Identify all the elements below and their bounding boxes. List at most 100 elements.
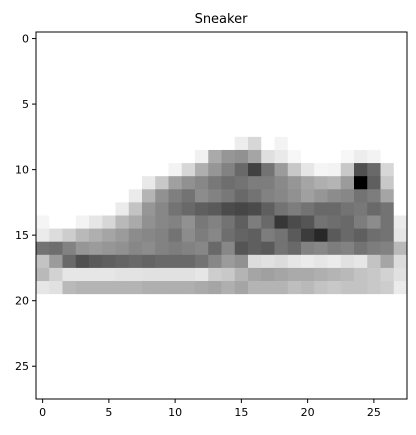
pixel-cell bbox=[208, 84, 222, 98]
pixel-cell bbox=[393, 307, 408, 321]
pixel-cell bbox=[62, 176, 77, 190]
pixel-cell bbox=[115, 372, 130, 387]
pixel-cell bbox=[234, 241, 249, 256]
pixel-cell bbox=[314, 149, 328, 164]
pixel-cell bbox=[248, 110, 262, 125]
pixel-cell bbox=[393, 45, 408, 59]
pixel-cell bbox=[128, 149, 143, 164]
pixel-cell bbox=[340, 202, 355, 216]
pixel-cell bbox=[393, 294, 408, 308]
pixel-cell bbox=[75, 215, 90, 230]
pixel-cell bbox=[380, 202, 395, 216]
pixel-cell bbox=[102, 346, 116, 361]
pixel-cell bbox=[115, 176, 130, 190]
pixel-cell bbox=[327, 215, 342, 230]
pixel-cell bbox=[380, 110, 395, 125]
pixel-cell bbox=[181, 189, 196, 203]
pixel-cell bbox=[142, 176, 156, 190]
pixel-cell bbox=[155, 71, 169, 85]
pixel-cell bbox=[340, 294, 355, 308]
pixel-cell bbox=[128, 333, 143, 347]
pixel-cell bbox=[248, 267, 262, 282]
pixel-cell bbox=[75, 84, 90, 98]
pixel-cell bbox=[287, 110, 302, 125]
pixel-cell bbox=[89, 32, 103, 46]
pixel-cell bbox=[208, 385, 222, 400]
pixel-cell bbox=[314, 189, 328, 203]
pixel-cell bbox=[221, 241, 236, 256]
pixel-cell bbox=[354, 346, 368, 361]
pixel-cell bbox=[181, 228, 196, 243]
pixel-cell bbox=[248, 359, 262, 374]
pixel-cell bbox=[234, 163, 249, 177]
pixel-cell bbox=[340, 149, 355, 164]
pixel-cell bbox=[128, 163, 143, 177]
pixel-cell bbox=[181, 241, 196, 256]
pixel-cell bbox=[128, 372, 143, 387]
pixel-cell bbox=[195, 163, 209, 177]
pixel-cell bbox=[89, 45, 103, 59]
pixel-cell bbox=[155, 281, 169, 295]
pixel-cell bbox=[301, 189, 315, 203]
pixel-cell bbox=[181, 136, 196, 151]
pixel-cell bbox=[221, 123, 236, 138]
pixel-cell bbox=[261, 359, 275, 374]
pixel-cell bbox=[195, 84, 209, 98]
pixel-cell bbox=[142, 32, 156, 46]
pixel-cell bbox=[314, 45, 328, 59]
pixel-cell bbox=[89, 228, 103, 243]
pixel-cell bbox=[261, 84, 275, 98]
pixel-cell bbox=[195, 333, 209, 347]
pixel-cell bbox=[380, 241, 395, 256]
pixel-cell bbox=[301, 385, 315, 400]
pixel-cell bbox=[340, 58, 355, 72]
pixel-cell bbox=[393, 267, 408, 282]
pixel-cell bbox=[155, 215, 169, 230]
pixel-cell bbox=[393, 320, 408, 334]
pixel-cell bbox=[102, 58, 116, 72]
pixel-cell bbox=[327, 149, 342, 164]
pixel-cell bbox=[128, 320, 143, 334]
pixel-cell bbox=[62, 333, 77, 347]
pixel-cell bbox=[102, 45, 116, 59]
pixel-cell bbox=[221, 163, 236, 177]
pixel-cell bbox=[261, 189, 275, 203]
pixel-cell bbox=[142, 267, 156, 282]
pixel-cell bbox=[340, 163, 355, 177]
pixel-cell bbox=[327, 372, 342, 387]
pixel-cell bbox=[301, 136, 315, 151]
pixel-cell bbox=[234, 307, 249, 321]
pixel-cell bbox=[128, 267, 143, 282]
pixel-cell bbox=[168, 189, 183, 203]
pixel-cell bbox=[248, 372, 262, 387]
pixel-cell bbox=[181, 281, 196, 295]
pixel-cell bbox=[62, 267, 77, 282]
pixel-cell bbox=[221, 228, 236, 243]
pixel-cell bbox=[75, 333, 90, 347]
pixel-cell bbox=[75, 189, 90, 203]
pixel-cell bbox=[89, 346, 103, 361]
pixel-cell bbox=[208, 267, 222, 282]
pixel-cell bbox=[62, 228, 77, 243]
pixel-cell bbox=[301, 110, 315, 125]
pixel-cell bbox=[261, 228, 275, 243]
pixel-cell bbox=[287, 359, 302, 374]
pixel-cell bbox=[155, 333, 169, 347]
pixel-cell bbox=[102, 228, 116, 243]
y-tick-label: 5 bbox=[22, 98, 29, 111]
pixel-cell bbox=[301, 294, 315, 308]
pixel-cell bbox=[380, 71, 395, 85]
pixel-cell bbox=[195, 254, 209, 269]
pixel-cell bbox=[49, 372, 63, 387]
pixel-cell bbox=[354, 71, 368, 85]
pixel-cell bbox=[142, 84, 156, 98]
pixel-cell bbox=[142, 241, 156, 256]
pixel-cell bbox=[261, 71, 275, 85]
pixel-cell bbox=[274, 372, 289, 387]
pixel-cell bbox=[314, 267, 328, 282]
pixel-cell bbox=[128, 228, 143, 243]
pixel-cell bbox=[221, 45, 236, 59]
pixel-cell bbox=[168, 267, 183, 282]
pixel-cell bbox=[36, 97, 50, 112]
pixel-cell bbox=[221, 136, 236, 151]
